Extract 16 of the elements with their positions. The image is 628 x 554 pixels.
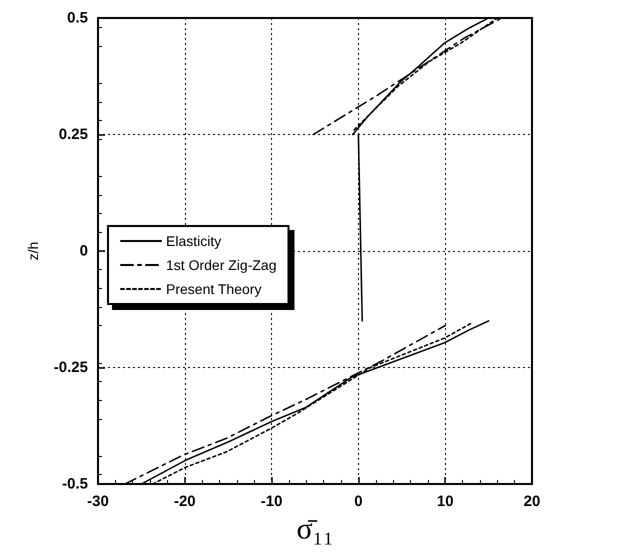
legend-label: Present Theory: [166, 281, 262, 297]
x-tick-label: -20: [174, 493, 196, 510]
x-axis-title: σ̄₁₁: [296, 512, 334, 546]
y-tick-label: -0.5: [62, 476, 88, 492]
y-tick-label: -0.25: [54, 359, 88, 376]
y-tick-label: 0.5: [67, 10, 88, 26]
x-tick-label: 0: [354, 493, 363, 510]
x-tick-label: -10: [260, 493, 282, 510]
y-tick-label: 0.25: [58, 126, 88, 143]
x-tick-label: -30: [87, 493, 109, 510]
legend-label: 1st Order Zig-Zag: [166, 257, 276, 273]
y-tick-label: 0: [80, 242, 88, 260]
x-tick-label: 10: [436, 493, 454, 510]
y-axis-title: z/h: [25, 242, 41, 260]
legend-label: Elasticity: [166, 233, 222, 249]
x-tick-label: 20: [524, 493, 540, 510]
